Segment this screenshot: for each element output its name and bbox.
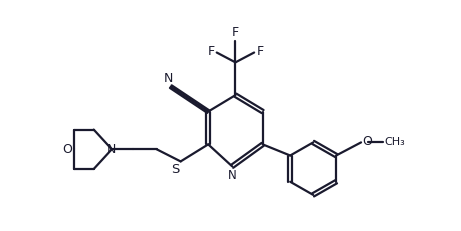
Text: O: O — [362, 135, 372, 148]
Text: F: F — [232, 26, 239, 39]
Text: N: N — [228, 169, 236, 182]
Text: N: N — [107, 143, 117, 156]
Text: N: N — [164, 72, 173, 85]
Text: S: S — [171, 163, 179, 176]
Text: F: F — [207, 45, 214, 58]
Text: F: F — [256, 45, 264, 58]
Text: O: O — [62, 143, 72, 156]
Text: CH₃: CH₃ — [384, 137, 405, 147]
